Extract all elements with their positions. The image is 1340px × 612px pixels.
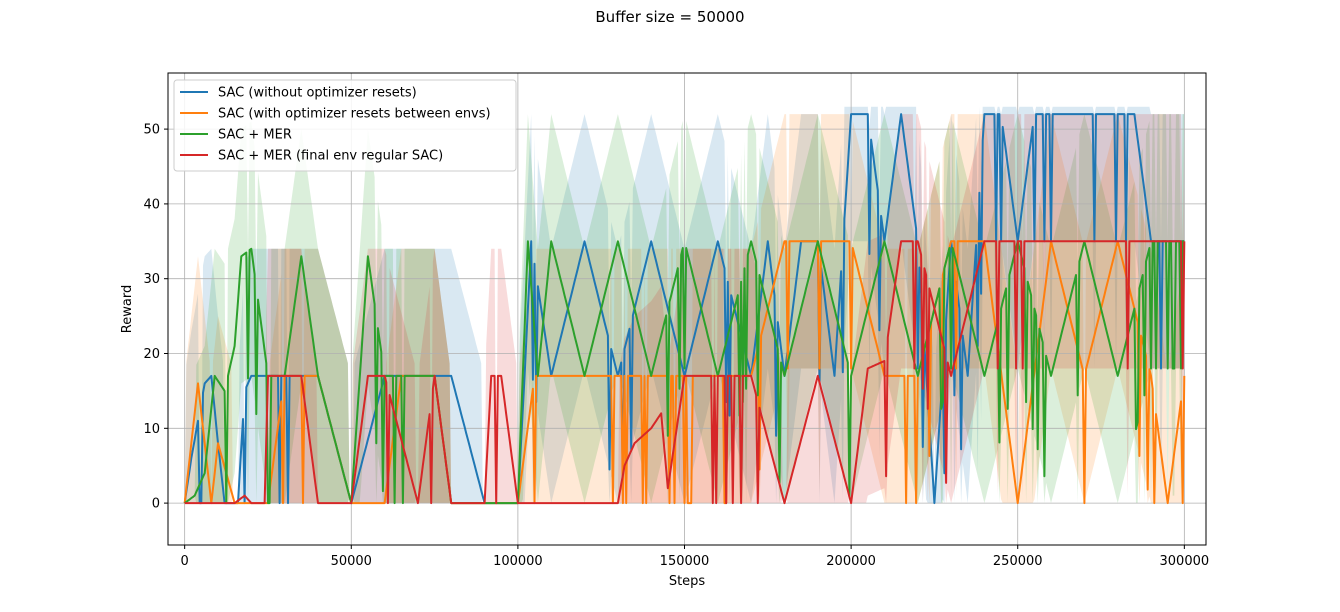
y-tick-label: 30 (143, 272, 160, 287)
series-band-1 (184, 114, 1185, 504)
legend: SAC (without optimizer resets) SAC (with … (173, 79, 517, 172)
x-tick-label: 100000 (493, 554, 543, 569)
legend-label: SAC (with optimizer resets between envs) (218, 107, 491, 122)
y-tick-label: 40 (143, 197, 160, 212)
series-line-3 (184, 240, 1186, 505)
y-tick-label: 10 (143, 422, 160, 437)
y-axis-label: Reward (120, 285, 135, 333)
legend-label: SAC + MER (final env regular SAC) (218, 149, 443, 164)
y-tick-label: 0 (152, 497, 160, 512)
legend-box (173, 79, 517, 172)
x-tick-label: 150000 (660, 554, 710, 569)
x-tick-label: 0 (181, 554, 189, 569)
x-tick-label: 200000 (826, 554, 876, 569)
series-lines (183, 113, 1186, 505)
legend-label: SAC + MER (218, 128, 292, 143)
plot-frame (167, 72, 1207, 546)
chart-title: Buffer size = 50000 (595, 8, 745, 26)
legend-label: SAC (without optimizer resets) (218, 86, 417, 101)
y-tick-label: 50 (143, 123, 160, 138)
x-tick-label: 250000 (993, 554, 1043, 569)
x-axis-label: Steps (669, 574, 706, 589)
x-tick-label: 300000 (1160, 554, 1210, 569)
axis-ticks: 0 50000 100000 150000 200000 250000 300000 0 10 2… (143, 123, 1209, 569)
y-tick-label: 20 (143, 347, 160, 362)
x-tick-label: 50000 (331, 554, 372, 569)
